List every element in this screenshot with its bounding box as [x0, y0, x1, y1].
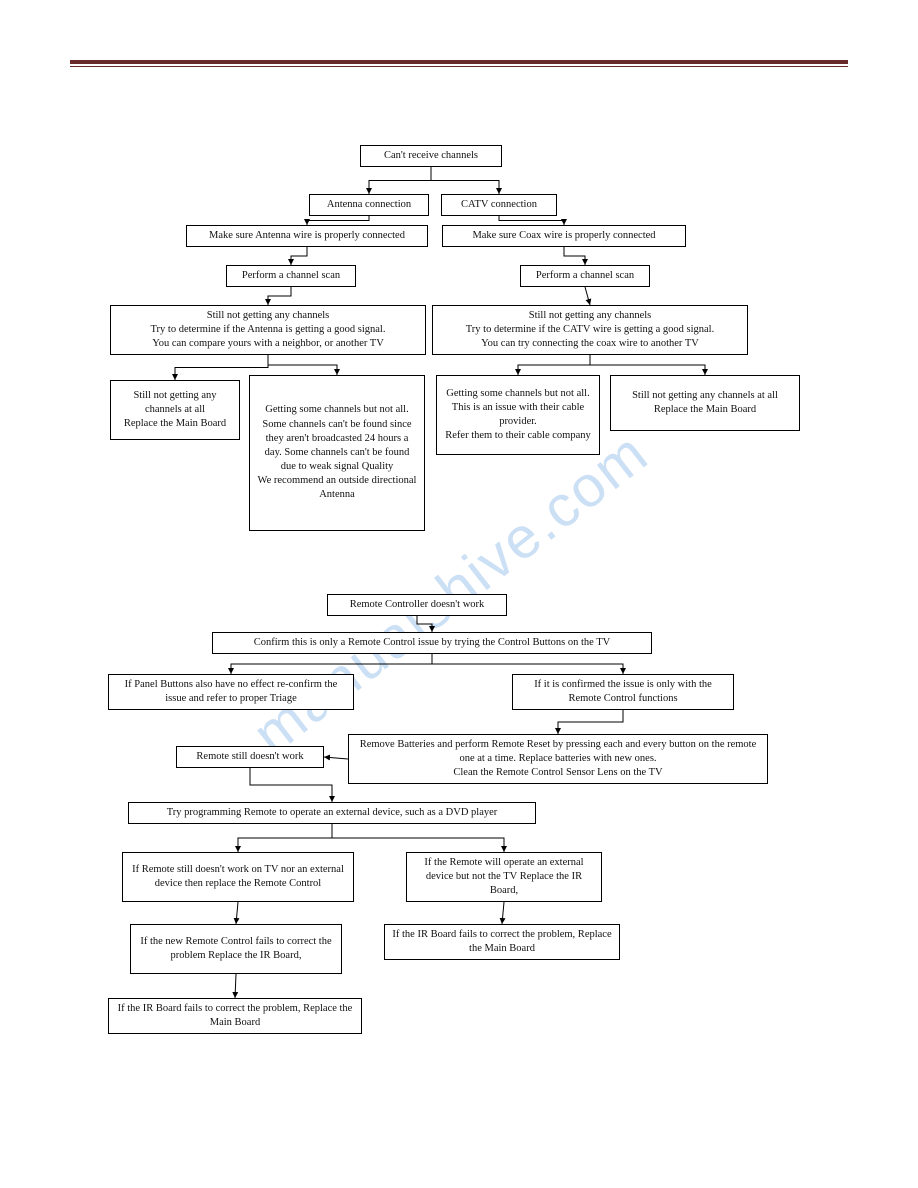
fc2-node-tryprog: Try programming Remote to operate an ext…: [128, 802, 536, 824]
fc1-node-still2: Still not getting any channelsTry to det…: [432, 305, 748, 355]
fc2-node-newRC: If the new Remote Control fails to corre…: [130, 924, 342, 974]
fc1-node-catv: CATV connection: [441, 194, 557, 216]
fc2-node-panel: If Panel Buttons also have no effect re-…: [108, 674, 354, 710]
flowchart-canvas: Can't receive channels Antenna connection…: [0, 0, 918, 1188]
fc1-node-scan2: Perform a channel scan: [520, 265, 650, 287]
fc2-node-stilldoesnt: Remote still doesn't work: [176, 746, 324, 768]
fc2-node-replaceRC: If Remote still doesn't work on TV nor a…: [122, 852, 354, 902]
fc1-node-root: Can't receive channels: [360, 145, 502, 167]
fc1-node-some2: Getting some channels but not all. This …: [436, 375, 600, 455]
fc2-node-root: Remote Controller doesn't work: [327, 594, 507, 616]
fc1-node-replace2: Still not getting any channels at allRep…: [610, 375, 800, 431]
fc2-node-only: If it is confirmed the issue is only wit…: [512, 674, 734, 710]
fc1-node-still1: Still not getting any channelsTry to det…: [110, 305, 426, 355]
fc1-node-scan1: Perform a channel scan: [226, 265, 356, 287]
fc1-node-antwire: Make sure Antenna wire is properly conne…: [186, 225, 428, 247]
fc1-node-coaxwire: Make sure Coax wire is properly connecte…: [442, 225, 686, 247]
fc2-node-final: If the IR Board fails to correct the pro…: [108, 998, 362, 1034]
fc2-node-reset: Remove Batteries and perform Remote Rese…: [348, 734, 768, 784]
fc2-node-replaceIR: If the Remote will operate an external d…: [406, 852, 602, 902]
fc1-node-replace1: Still not getting any channels at allRep…: [110, 380, 240, 440]
fc2-node-confirm: Confirm this is only a Remote Control is…: [212, 632, 652, 654]
fc1-node-antenna: Antenna connection: [309, 194, 429, 216]
fc1-node-some1: Getting some channels but not all.Some c…: [249, 375, 425, 531]
fc2-node-newIR: If the IR Board fails to correct the pro…: [384, 924, 620, 960]
